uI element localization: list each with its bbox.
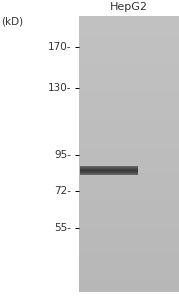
Text: 55-: 55- — [55, 223, 72, 233]
Text: 95-: 95- — [55, 149, 72, 160]
Text: 130-: 130- — [48, 83, 72, 94]
Text: (kD): (kD) — [1, 16, 23, 26]
Text: 72-: 72- — [55, 185, 72, 196]
Text: 170-: 170- — [48, 41, 72, 52]
Text: HepG2: HepG2 — [110, 2, 148, 12]
